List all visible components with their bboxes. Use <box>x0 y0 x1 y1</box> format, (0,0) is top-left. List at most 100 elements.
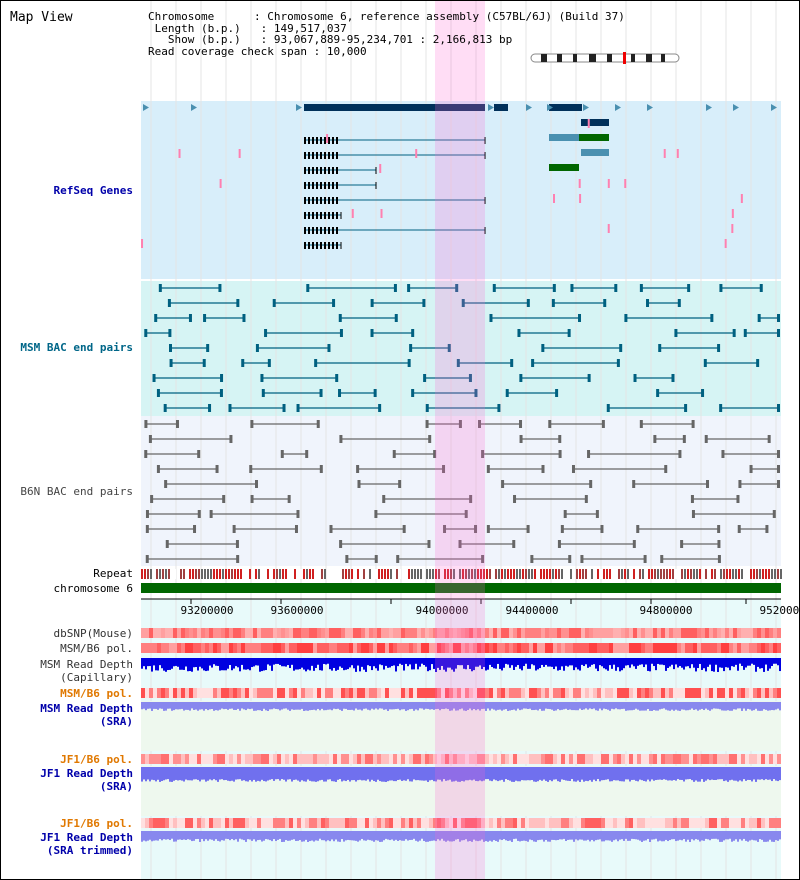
b6n-bac-end-pairs-label[interactable]: B6N BAC end pairs <box>20 485 133 498</box>
msm-depth-cap-bar <box>385 658 387 666</box>
jf1-pol-trim-cell <box>409 818 413 828</box>
msm-depth-cap-bar <box>407 658 409 667</box>
msm-pol-cell <box>697 643 701 653</box>
jf1-depth-sra-bar <box>647 767 649 780</box>
chromosome-info: Chromosome : Chromosome 6, reference ass… <box>148 10 625 58</box>
msm-depth-sra-bar <box>281 702 283 710</box>
jf1-pol-cell <box>453 754 457 764</box>
jf1-depth-sra-bar <box>529 767 531 781</box>
msm-bac-end <box>425 404 429 412</box>
gene-block <box>549 104 582 111</box>
dbsnp-cell <box>765 628 769 638</box>
jf1-depth-sra-bar <box>531 767 533 781</box>
dbsnp-cell <box>321 628 325 638</box>
jf1-depth-sra-bar <box>767 767 769 780</box>
jf1-depth-sra-bar <box>425 767 427 781</box>
msm-depth-sra-bar <box>515 702 517 711</box>
msm-depth-cap-bar <box>161 658 163 669</box>
b6n-bac-end <box>691 510 695 518</box>
msm-depth-cap-bar <box>771 658 773 666</box>
jf1-depth-sra-bar <box>155 767 157 782</box>
jf1-depth-sra-bar <box>171 767 173 782</box>
exon <box>332 152 334 159</box>
msm-depth-cap-bar <box>645 658 647 665</box>
jf1-pol-trim-cell <box>601 818 605 828</box>
msm-pol-sra-cell <box>433 688 437 698</box>
repeat-element <box>354 569 356 579</box>
dbsnp-cell <box>369 628 373 638</box>
msm-pol-cell <box>457 643 461 653</box>
jf1-depth-sra-bar <box>745 767 747 781</box>
jf1-pol-cell <box>465 754 469 764</box>
b6n-bac-end <box>396 555 400 563</box>
jf1-depth-trim-bar <box>603 831 605 842</box>
jf1-pol-trim-cell <box>509 818 513 828</box>
msm-depth-sra-bar <box>775 702 777 710</box>
jf1-depth-sra-bar <box>189 767 191 781</box>
refseq-genes-label[interactable]: RefSeq Genes <box>53 184 133 197</box>
msm-depth-sra-bar <box>513 702 515 710</box>
msm-pol-sra-cell <box>525 688 529 698</box>
msm-depth-sra-bar <box>667 702 669 711</box>
dbsnp-cell <box>325 628 329 638</box>
msm-depth-sra-bar <box>169 702 171 709</box>
msm-depth-cap-bar <box>509 658 511 668</box>
jf1-pol-cell <box>257 754 261 764</box>
dbsnp-cell <box>297 628 301 638</box>
jf1-depth-sra-bar <box>675 767 677 781</box>
exon <box>320 197 322 204</box>
jf1-depth-sra-bar <box>551 767 553 782</box>
jf1-depth-sra-bar <box>599 767 601 782</box>
jf1-depth-trim-bar <box>707 831 709 840</box>
jf1-pol-cell <box>217 754 221 764</box>
jf1-depth-trim-bar <box>345 831 347 841</box>
b6n-bac-end <box>777 450 780 458</box>
jf1-depth-trim-bar <box>639 831 641 841</box>
jf1-pol-cell <box>505 754 509 764</box>
msm-depth-cap-bar <box>377 658 379 671</box>
jf1-depth-trim-bar <box>249 831 251 840</box>
msm-bac-end-pairs-label[interactable]: MSM BAC end pairs <box>20 341 133 354</box>
b6n-bac-end <box>197 510 201 518</box>
chromosome-label: Chromosome <box>148 10 215 23</box>
jf1-pol-cell <box>433 754 437 764</box>
jf1-pol-cell <box>597 754 601 764</box>
jf1-depth-sra-bar <box>449 767 451 780</box>
jf1-depth-sra-bar <box>373 767 375 782</box>
msm-depth-sra-bar <box>211 702 213 709</box>
b6n-bac-end <box>374 555 378 563</box>
jf1-depth-trim-bar <box>235 831 237 840</box>
repeat-element <box>612 569 614 579</box>
jf1-pol-cell <box>573 754 577 764</box>
msm-depth-cap-bar <box>753 658 755 665</box>
jf1-depth-sra-bar <box>721 767 723 780</box>
b6n-bac-end <box>558 450 562 458</box>
jf1-depth-trim-bar <box>217 831 219 841</box>
dbsnp-cell <box>457 628 461 638</box>
msm-depth-sra-bar <box>759 702 761 711</box>
msm-depth-sra-bar <box>275 702 277 709</box>
jf1-depth-sra-bar <box>371 767 373 780</box>
jf1-pol-trim-cell <box>525 818 529 828</box>
jf1-pol-trim-cell <box>769 818 773 828</box>
msm-pol-cell <box>421 643 425 653</box>
msm-pol-cell <box>569 643 573 653</box>
exon <box>324 212 326 219</box>
repeat-element <box>537 569 539 579</box>
exon <box>312 167 314 174</box>
msm-depth-cap-bar <box>165 658 167 672</box>
jf1-depth-trim-bar <box>297 831 299 841</box>
jf1-depth-trim-bar <box>727 831 729 840</box>
msm-bac-end <box>338 314 342 322</box>
msm-depth-sra-bar <box>355 702 357 709</box>
jf1-pol-cell <box>245 754 249 764</box>
exon <box>316 242 318 249</box>
jf1-depth-trim-bar <box>483 831 485 842</box>
dbsnp-cell <box>425 628 429 638</box>
msm-bac-end <box>407 359 411 367</box>
repeat-element <box>552 569 554 579</box>
repeat-element <box>762 569 764 579</box>
jf1-depth-trim-bar <box>173 831 175 842</box>
jf1-depth-sra-bar <box>241 767 243 781</box>
